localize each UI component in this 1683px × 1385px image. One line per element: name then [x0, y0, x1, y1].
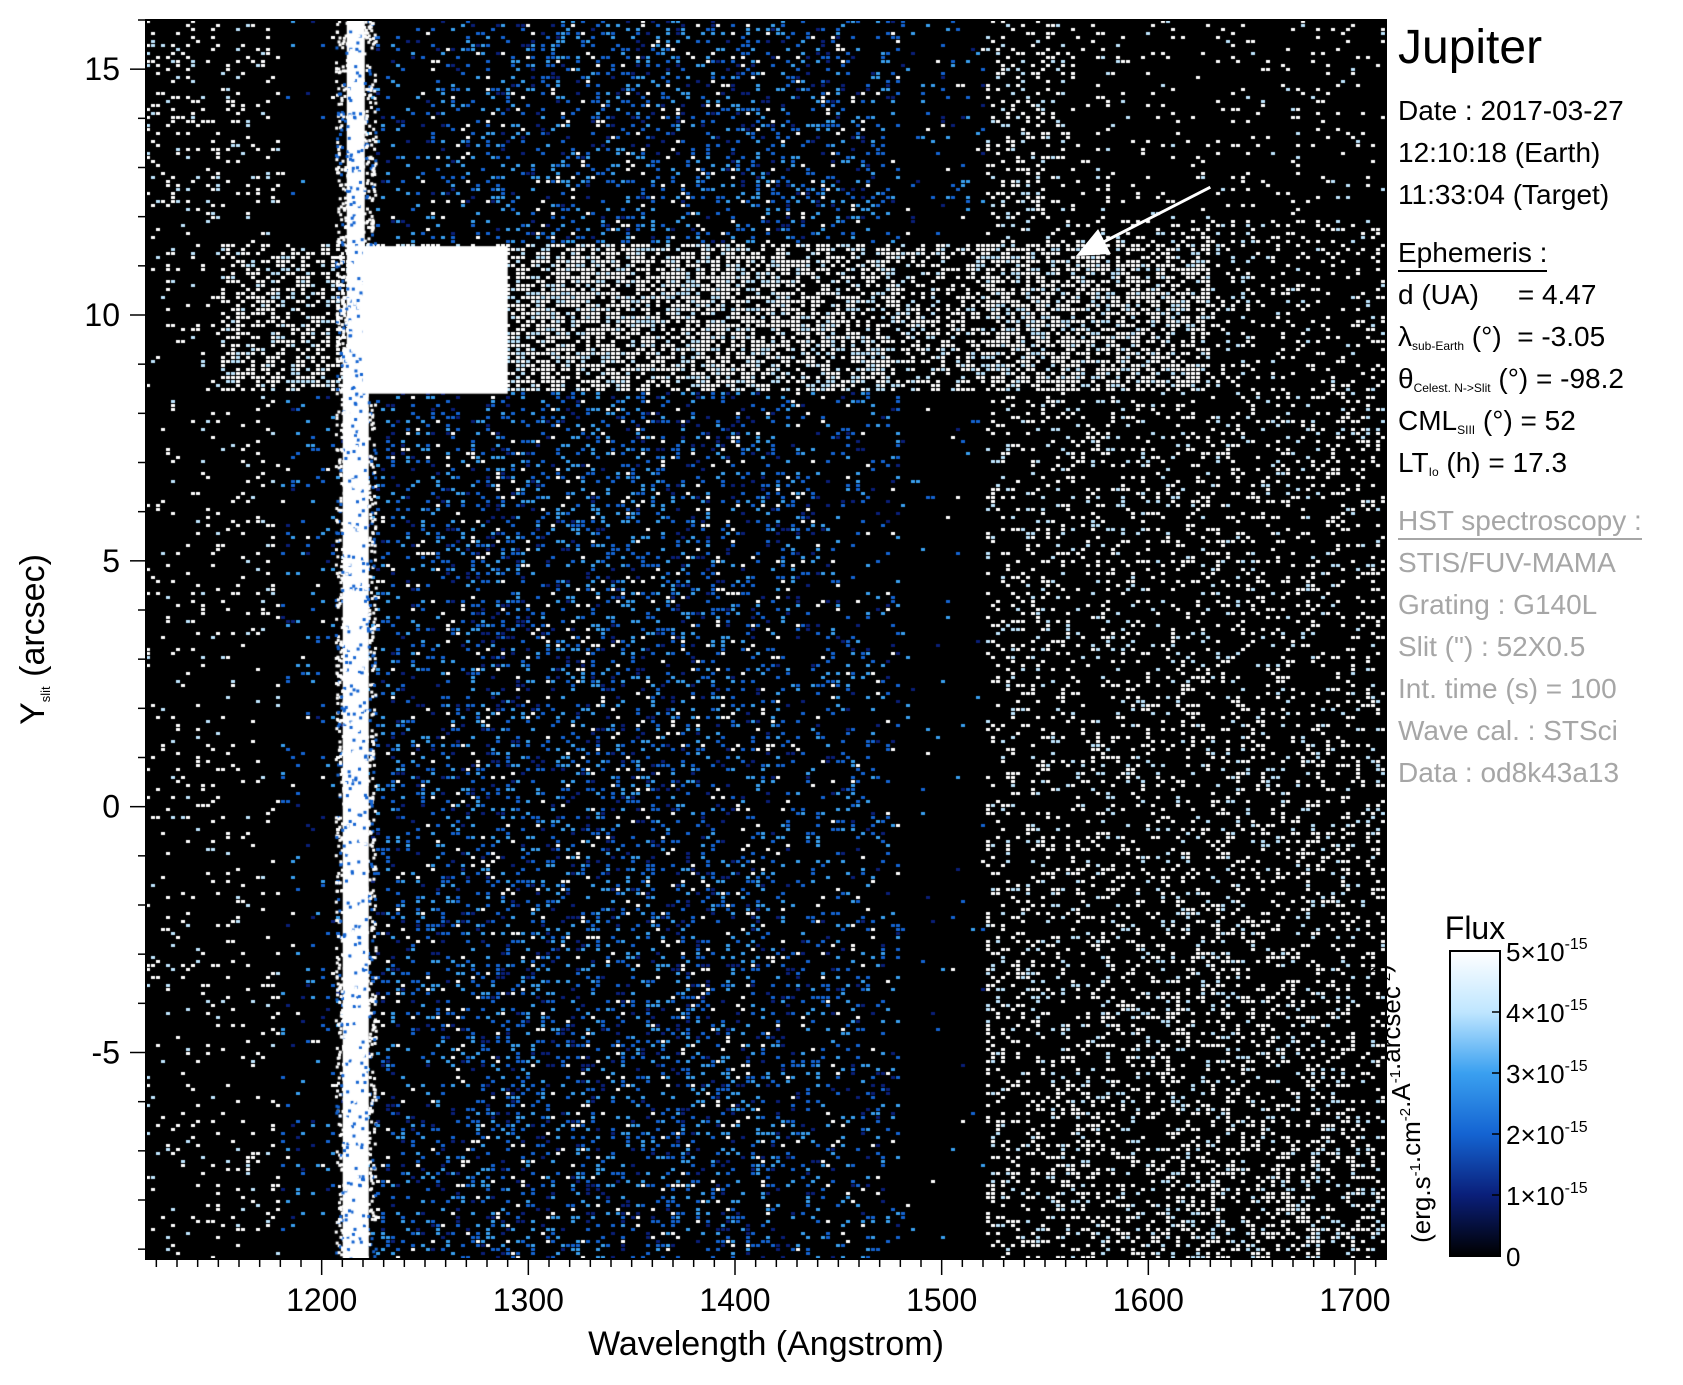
plot-area — [146, 20, 1386, 1259]
colorbar: Flux 0 1×10-15 2×10-15 3×10-15 4×10-15 5×10-15… — [1366, 910, 1588, 1272]
cml-value: (°) = 52 — [1475, 405, 1576, 436]
lt-row: LTIo (h) = 17.3 — [1398, 442, 1642, 484]
x-tick-label: 1300 — [493, 1282, 564, 1318]
y-axis-label: Yslit (arcsec) — [14, 554, 53, 725]
lambda-sub: sub-Earth — [1412, 339, 1465, 353]
instrument: STIS/FUV-MAMA — [1398, 547, 1616, 578]
colorbar-tick-label: 3×10-15 — [1506, 1058, 1588, 1089]
lt-value: (h) = 17.3 — [1438, 447, 1568, 478]
cml-sub: SIII — [1457, 423, 1476, 437]
theta-row: θCelest. N->Slit (°) = -98.2 — [1398, 358, 1642, 400]
colorbar-tick-label: 1×10-15 — [1506, 1180, 1588, 1211]
colorbar-unit-label: (erg.s-1.cm-2.A-1.arcsec-2) — [1366, 964, 1436, 1243]
colorbar-gradient — [1449, 950, 1501, 1257]
grating: Grating : G140L — [1398, 589, 1598, 620]
annotation-arrow-head — [1076, 228, 1111, 256]
colorbar-tick-label: 4×10-15 — [1506, 997, 1588, 1028]
distance-row: d (UA) = 4.47 — [1398, 274, 1642, 316]
distance-value: = 4.47 — [1517, 279, 1597, 310]
lt-label: LT — [1398, 447, 1429, 478]
target-time: 11:33:04 (Target) — [1398, 179, 1610, 210]
theta-sub: Celest. N->Slit — [1413, 381, 1491, 395]
x-tick-label: 1600 — [1113, 1282, 1184, 1318]
observation-date: Date : 2017-03-27 — [1398, 95, 1624, 126]
lambda-value: (°) = -3.05 — [1464, 321, 1606, 352]
colorbar-title: Flux — [1445, 910, 1505, 946]
theta-symbol: θ — [1398, 363, 1414, 394]
slit: Slit (") : 52X0.5 — [1398, 631, 1586, 662]
lambda-symbol: λ — [1398, 321, 1412, 352]
integration-time: Int. time (s) = 100 — [1398, 673, 1617, 704]
x-axis-label: Wavelength (Angstrom) — [588, 1325, 944, 1363]
cml-row: CMLSIII (°) = 52 — [1398, 400, 1642, 442]
info-panel: Jupiter Date : 2017-03-27 12:10:18 (Eart… — [1398, 20, 1642, 794]
annotation-arrow-line — [1087, 185, 1212, 252]
data-id: Data : od8k43a13 — [1398, 757, 1620, 788]
y-tick-label: 10 — [84, 297, 120, 333]
y-tick-label: 15 — [84, 51, 120, 87]
x-tick-label: 1400 — [699, 1282, 770, 1318]
spectrogram-image — [146, 20, 1386, 1259]
y-tick-label: 5 — [102, 543, 120, 579]
colorbar-tick-label: 5×10-15 — [1506, 936, 1588, 967]
distance-label: d (UA) — [1398, 279, 1479, 310]
x-tick-label: 1200 — [286, 1282, 357, 1318]
lt-sub: Io — [1428, 465, 1439, 479]
plot-frame — [145, 19, 1387, 1260]
colorbar-tick-label: 0 — [1506, 1242, 1520, 1272]
theta-value: (°) = -98.2 — [1490, 363, 1624, 394]
x-tick-label: 1500 — [906, 1282, 977, 1318]
x-tick-label: 1700 — [1319, 1282, 1390, 1318]
y-tick-label: 0 — [102, 789, 120, 825]
cml-label: CML — [1398, 405, 1458, 436]
y-tick-label: -5 — [92, 1035, 120, 1071]
colorbar-tick-label: 2×10-15 — [1506, 1119, 1588, 1150]
earth-time: 12:10:18 (Earth) — [1398, 137, 1601, 168]
planet-title: Jupiter — [1398, 21, 1543, 74]
lambda-row: λsub-Earth (°) = -3.05 — [1398, 316, 1642, 358]
ephemeris-header: Ephemeris : — [1398, 236, 1548, 272]
axes: 1200 1300 1400 1500 1600 1700 -5 0 5 10 15 Waveleng… — [14, 19, 1391, 1363]
hst-header: HST spectroscopy : — [1398, 504, 1642, 540]
wave-calibration: Wave cal. : STSci — [1398, 715, 1618, 746]
